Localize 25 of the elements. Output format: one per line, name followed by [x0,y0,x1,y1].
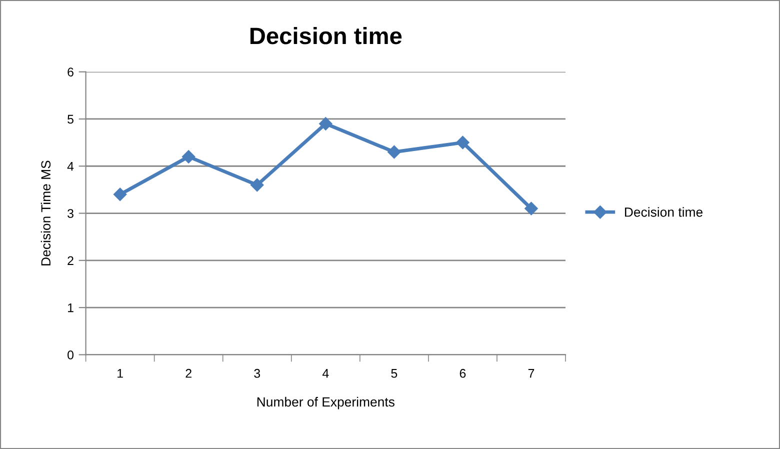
x-tick-label: 6 [460,368,466,378]
y-tick-label: 4 [67,162,74,171]
chart-title: Decision time [250,26,402,44]
point [388,145,401,159]
point [250,178,264,192]
x-tick-label: 7 [528,369,534,378]
y-tick-label: 6 [68,68,74,76]
x-tick-label: 5 [391,369,398,378]
point [524,202,538,216]
x-tick-label: 4 [322,369,329,378]
y-tick-label: 2 [68,256,74,265]
legend-label: Decision time [624,207,703,217]
x-tick-label: 3 [254,368,260,378]
y-tick-label: 5 [68,114,74,124]
point [456,136,470,150]
point [319,117,332,130]
y-tick-label: 0 [68,350,74,360]
point [182,150,196,164]
y-tick-label: 3 [68,209,74,218]
x-tick-label: 1 [118,369,123,378]
x-axis-title: Number of Experiments [257,396,394,410]
x-tick-label: 2 [186,368,192,378]
y-axis-title: Decision Time MS [40,160,51,266]
point [113,188,127,202]
y-tick-label: 1 [68,303,74,312]
